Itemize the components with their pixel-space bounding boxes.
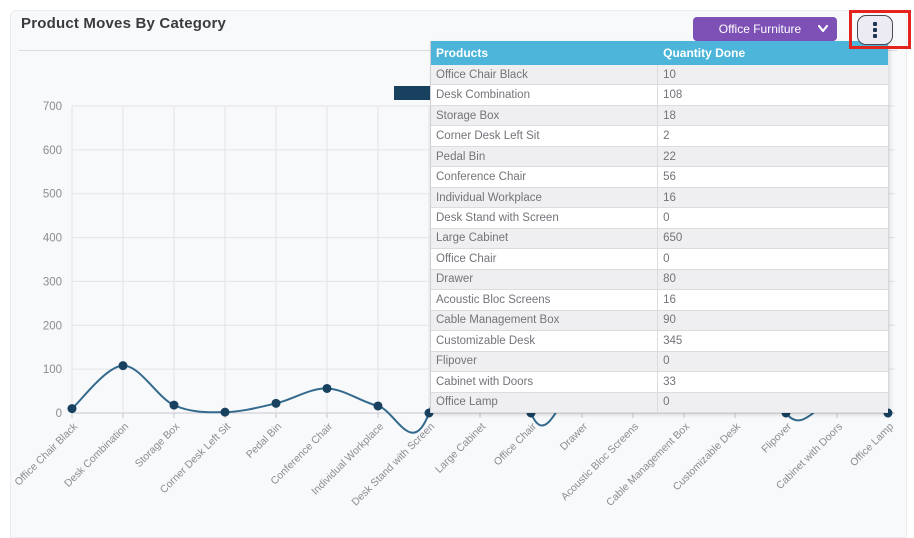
table-row: Office Chair 0 bbox=[431, 249, 888, 270]
table-row: Conference Chair 56 bbox=[431, 167, 888, 188]
column-header-products: Products bbox=[436, 46, 489, 60]
product-name-cell: Acoustic Bloc Screens bbox=[431, 290, 659, 310]
data-point bbox=[271, 398, 281, 408]
quantity-done-cell: 90 bbox=[663, 314, 676, 327]
data-point bbox=[118, 361, 128, 371]
chevron-down-icon bbox=[818, 25, 828, 33]
y-axis-tick-label: 400 bbox=[43, 233, 62, 245]
y-axis-tick-label: 100 bbox=[43, 364, 62, 376]
product-name-cell: Office Chair bbox=[431, 249, 659, 269]
table-header: Products Quantity Done bbox=[431, 41, 888, 65]
kebab-menu-icon bbox=[873, 22, 877, 38]
y-axis-tick-label: 0 bbox=[56, 408, 62, 420]
quantity-done-cell: 345 bbox=[663, 334, 683, 347]
product-name-cell: Office Chair Black bbox=[431, 65, 659, 85]
column-header-quantity-done: Quantity Done bbox=[663, 46, 746, 60]
y-axis-tick-label: 300 bbox=[43, 276, 62, 288]
x-axis-category-label: Storage Box bbox=[133, 420, 183, 470]
x-axis-category-label: Office Chair bbox=[492, 420, 540, 468]
product-name-cell: Desk Stand with Screen bbox=[431, 208, 659, 228]
quantity-done-cell: 80 bbox=[663, 273, 676, 286]
category-dropdown-value: Office Furniture bbox=[718, 22, 802, 36]
table-row: Flipover 0 bbox=[431, 351, 888, 373]
quantity-done-cell: 33 bbox=[663, 375, 676, 388]
quantity-done-cell: 10 bbox=[663, 68, 676, 81]
x-axis-category-label: Desk Stand with Screen bbox=[349, 421, 437, 509]
quantity-done-cell: 108 bbox=[663, 89, 683, 102]
page-title: Product Moves By Category bbox=[21, 15, 227, 32]
x-axis-category-label: Large Cabinet bbox=[433, 421, 488, 476]
table-row: Acoustic Bloc Screens 16 bbox=[431, 290, 888, 311]
y-axis-tick-label: 200 bbox=[43, 320, 62, 332]
quantity-done-cell: 56 bbox=[663, 171, 676, 184]
x-axis-category-label: Office Lamp bbox=[848, 421, 896, 469]
table-row: Desk Stand with Screen 0 bbox=[431, 208, 888, 229]
product-name-cell: Corner Desk Left Sit bbox=[431, 126, 659, 146]
y-axis-tick-label: 500 bbox=[43, 189, 62, 201]
quantity-done-cell: 0 bbox=[663, 212, 670, 225]
table-row: Office Lamp 0 bbox=[431, 392, 888, 413]
data-point bbox=[322, 383, 332, 393]
table-row: Drawer 80 bbox=[431, 269, 888, 291]
product-name-cell: Cable Management Box bbox=[431, 310, 659, 331]
quantity-done-cell: 16 bbox=[663, 191, 676, 204]
quantity-done-cell: 2 bbox=[663, 130, 670, 143]
product-name-cell: Customizable Desk bbox=[431, 331, 659, 351]
product-name-cell: Flipover bbox=[431, 351, 659, 372]
product-name-cell: Individual Workplace bbox=[431, 187, 659, 208]
table-row: Storage Box 18 bbox=[431, 105, 888, 127]
quantity-done-cell: 650 bbox=[663, 232, 683, 245]
quantity-done-cell: 16 bbox=[663, 293, 676, 306]
products-table: Products Quantity Done Office Chair Blac… bbox=[430, 41, 888, 413]
product-name-cell: Desk Combination bbox=[431, 85, 659, 105]
quantity-done-cell: 0 bbox=[663, 355, 670, 368]
x-axis-category-label: Flipover bbox=[759, 420, 794, 455]
table-row: Pedal Bin 22 bbox=[431, 146, 888, 168]
table-row: Customizable Desk 345 bbox=[431, 331, 888, 352]
quantity-done-cell: 0 bbox=[663, 252, 670, 265]
table-row: Individual Workplace 16 bbox=[431, 187, 888, 209]
table-body: Office Chair Black 10 Desk Combination 108 S… bbox=[431, 65, 888, 413]
table-row: Cable Management Box 90 bbox=[431, 310, 888, 332]
product-name-cell: Conference Chair bbox=[431, 167, 659, 187]
category-dropdown[interactable]: Office Furniture bbox=[693, 17, 837, 41]
quantity-done-cell: 18 bbox=[663, 109, 676, 122]
legend-swatch-quantity-done[interactable] bbox=[394, 86, 431, 100]
x-axis-category-label: Pedal Bin bbox=[244, 421, 284, 461]
data-point bbox=[169, 400, 179, 410]
table-row: Cabinet with Doors 33 bbox=[431, 372, 888, 393]
data-point bbox=[67, 404, 77, 414]
x-axis-category-label: Cable Management Box bbox=[604, 420, 693, 509]
data-point bbox=[373, 401, 383, 411]
table-row: Office Chair Black 10 bbox=[431, 65, 888, 86]
table-row: Desk Combination 108 bbox=[431, 85, 888, 106]
product-name-cell: Pedal Bin bbox=[431, 146, 659, 167]
product-name-cell: Drawer bbox=[431, 269, 659, 290]
product-name-cell: Large Cabinet bbox=[431, 228, 659, 249]
table-row: Large Cabinet 650 bbox=[431, 228, 888, 250]
table-row: Corner Desk Left Sit 2 bbox=[431, 126, 888, 147]
product-name-cell: Storage Box bbox=[431, 105, 659, 126]
quantity-done-cell: 0 bbox=[663, 396, 670, 409]
quantity-done-cell: 22 bbox=[663, 150, 676, 163]
kebab-menu-button[interactable] bbox=[857, 15, 893, 45]
product-name-cell: Cabinet with Doors bbox=[431, 372, 659, 392]
data-point bbox=[220, 407, 230, 417]
y-axis-tick-label: 600 bbox=[43, 145, 62, 157]
product-name-cell: Office Lamp bbox=[431, 392, 659, 412]
x-axis-category-label: Drawer bbox=[558, 420, 591, 453]
y-axis-tick-label: 700 bbox=[43, 101, 62, 113]
